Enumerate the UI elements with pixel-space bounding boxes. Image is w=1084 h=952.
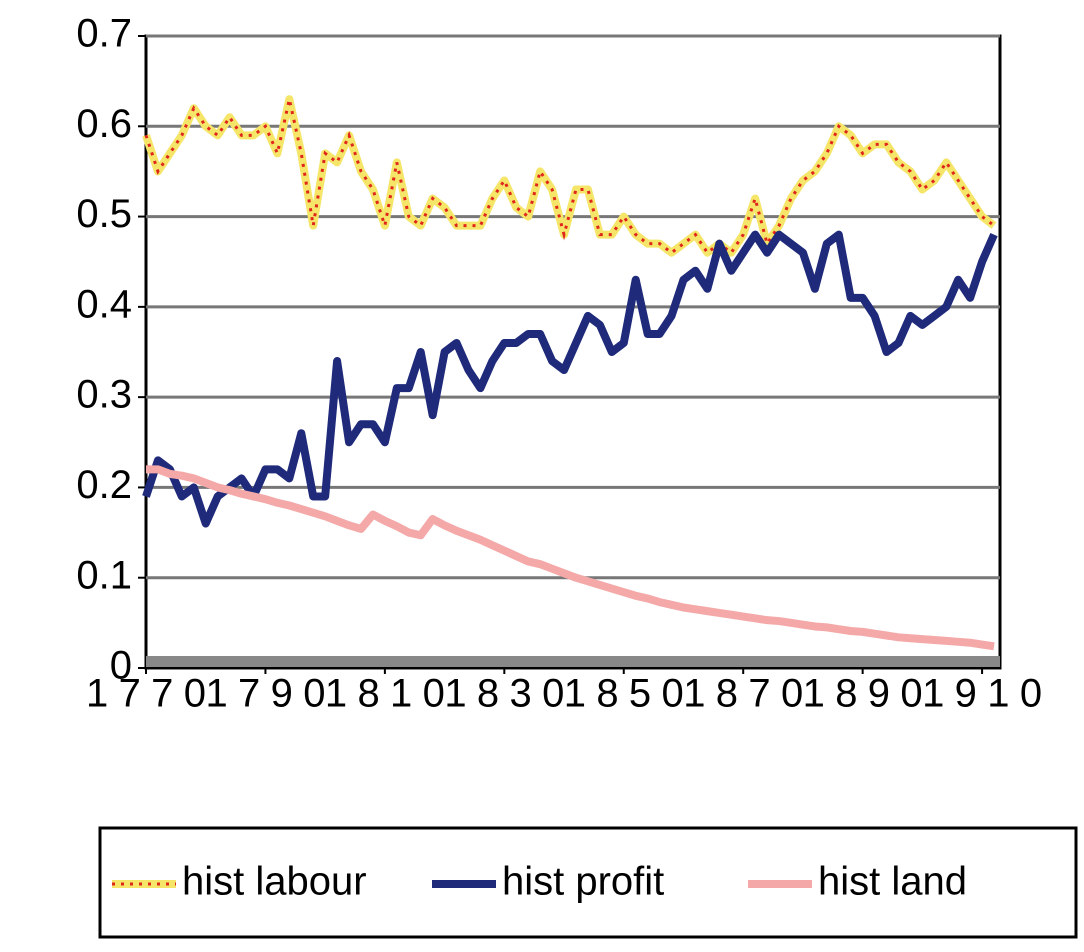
y-tick-label: 0.2 xyxy=(76,463,132,507)
x-axis-ticks-band xyxy=(146,656,1000,670)
legend-label: hist profit xyxy=(502,860,664,904)
x-tick-label: 1790 xyxy=(205,672,325,716)
x-tick-label: 1890 xyxy=(803,672,923,716)
x-tick-label: 1850 xyxy=(564,672,684,716)
x-tick-label: 1770 xyxy=(86,672,206,716)
x-tick-label: 1870 xyxy=(683,672,803,716)
y-tick-label: 0.5 xyxy=(76,192,132,236)
legend-label: hist labour xyxy=(182,860,367,904)
legend-label: hist land xyxy=(818,860,967,904)
legend-box xyxy=(98,826,1078,939)
y-tick-label: 0.3 xyxy=(76,373,132,417)
x-tick-label: 1830 xyxy=(444,672,564,716)
series-line xyxy=(146,465,995,651)
y-tick-label: 0.4 xyxy=(76,282,132,326)
series-line xyxy=(142,230,998,528)
x-tick-label: 1910 xyxy=(922,672,1042,716)
y-tick-label: 0 xyxy=(110,644,132,688)
y-tick-label: 0.7 xyxy=(76,12,132,56)
y-tick-label: 0.6 xyxy=(76,102,132,146)
y-tick-label: 0.1 xyxy=(76,553,132,597)
series-dots xyxy=(144,98,995,255)
x-tick-label: 1810 xyxy=(325,672,445,716)
